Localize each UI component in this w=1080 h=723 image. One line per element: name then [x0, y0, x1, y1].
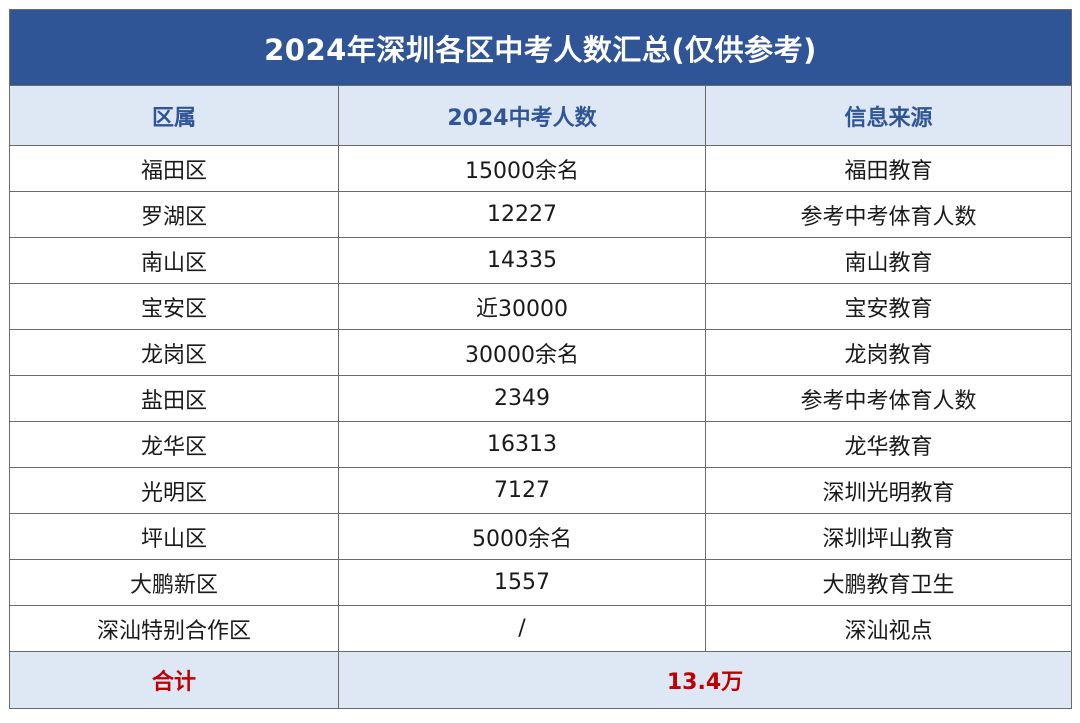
- cell-district: 深汕特别合作区: [9, 605, 339, 652]
- cell-district: 坪山区: [9, 513, 339, 560]
- total-label: 合计: [9, 651, 339, 709]
- table-row: 南山区 14335 南山教育: [9, 237, 1072, 284]
- table-row: 福田区 15000余名 福田教育: [9, 145, 1072, 192]
- cell-count: 12227: [338, 191, 706, 238]
- total-value: 13.4万: [338, 651, 1072, 709]
- cell-count: 15000余名: [338, 145, 706, 192]
- table-row: 光明区 7127 深圳光明教育: [9, 467, 1072, 514]
- cell-source: 南山教育: [705, 237, 1072, 284]
- cell-district: 南山区: [9, 237, 339, 284]
- cell-source: 深圳光明教育: [705, 467, 1072, 514]
- title-row: 2024年深圳各区中考人数汇总(仅供参考): [9, 9, 1072, 86]
- cell-district: 罗湖区: [9, 191, 339, 238]
- header-count: 2024中考人数: [338, 85, 706, 146]
- cell-source: 深汕视点: [705, 605, 1072, 652]
- cell-source: 龙华教育: [705, 421, 1072, 468]
- table-row: 宝安区 近30000 宝安教育: [9, 283, 1072, 330]
- cell-source: 参考中考体育人数: [705, 375, 1072, 422]
- table-row: 龙岗区 30000余名 龙岗教育: [9, 329, 1072, 376]
- cell-count: 2349: [338, 375, 706, 422]
- table-row: 坪山区 5000余名 深圳坪山教育: [9, 513, 1072, 560]
- cell-district: 光明区: [9, 467, 339, 514]
- cell-source: 大鹏教育卫生: [705, 559, 1072, 606]
- cell-source: 福田教育: [705, 145, 1072, 192]
- cell-source: 深圳坪山教育: [705, 513, 1072, 560]
- table-row: 龙华区 16313 龙华教育: [9, 421, 1072, 468]
- cell-district: 龙岗区: [9, 329, 339, 376]
- cell-source: 宝安教育: [705, 283, 1072, 330]
- cell-count: 7127: [338, 467, 706, 514]
- cell-count: 1557: [338, 559, 706, 606]
- table-title: 2024年深圳各区中考人数汇总(仅供参考): [9, 9, 1072, 86]
- cell-source: 参考中考体育人数: [705, 191, 1072, 238]
- cell-count: 近30000: [338, 283, 706, 330]
- table-row: 深汕特别合作区 / 深汕视点: [9, 605, 1072, 652]
- cell-district: 福田区: [9, 145, 339, 192]
- cell-count: 14335: [338, 237, 706, 284]
- header-row: 区属 2024中考人数 信息来源: [9, 85, 1072, 146]
- cell-district: 盐田区: [9, 375, 339, 422]
- cell-source: 龙岗教育: [705, 329, 1072, 376]
- cell-district: 宝安区: [9, 283, 339, 330]
- enrollment-table: 2024年深圳各区中考人数汇总(仅供参考) 区属 2024中考人数 信息来源 福…: [9, 9, 1072, 709]
- header-source: 信息来源: [705, 85, 1072, 146]
- total-row: 合计 13.4万: [9, 651, 1072, 709]
- header-district: 区属: [9, 85, 339, 146]
- cell-count: /: [338, 605, 706, 652]
- table-row: 盐田区 2349 参考中考体育人数: [9, 375, 1072, 422]
- cell-count: 16313: [338, 421, 706, 468]
- table-row: 罗湖区 12227 参考中考体育人数: [9, 191, 1072, 238]
- cell-count: 5000余名: [338, 513, 706, 560]
- cell-district: 大鹏新区: [9, 559, 339, 606]
- table-row: 大鹏新区 1557 大鹏教育卫生: [9, 559, 1072, 606]
- cell-count: 30000余名: [338, 329, 706, 376]
- cell-district: 龙华区: [9, 421, 339, 468]
